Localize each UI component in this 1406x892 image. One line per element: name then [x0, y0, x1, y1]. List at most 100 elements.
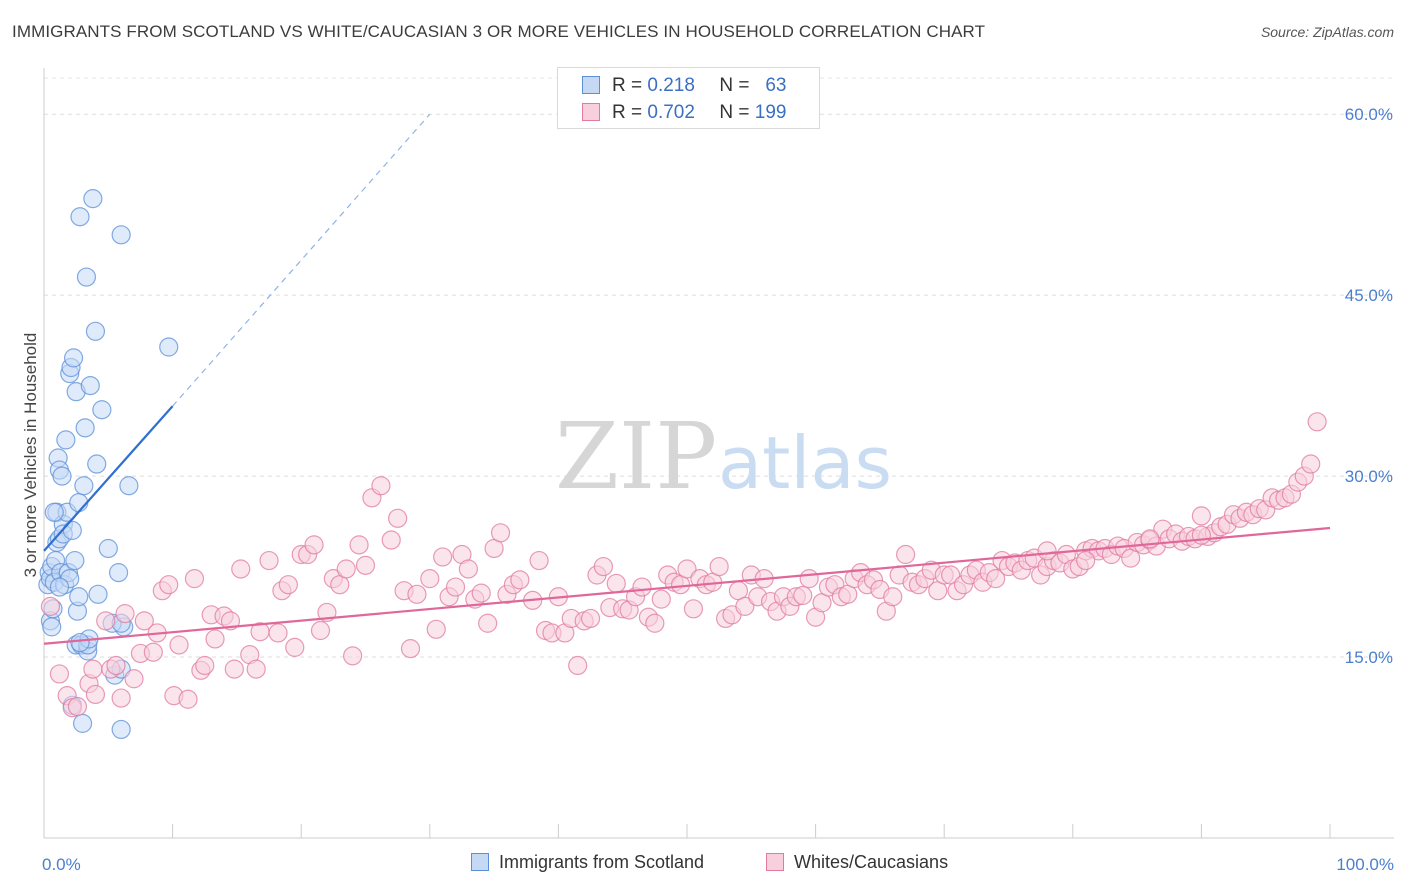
data-point — [259, 550, 279, 571]
data-point — [490, 523, 511, 543]
watermark-atlas: atlas — [718, 421, 892, 505]
data-point — [1037, 541, 1057, 561]
data-point — [111, 225, 131, 245]
data-point — [75, 418, 95, 438]
legend-n-value: 199 — [754, 102, 787, 123]
data-point — [205, 629, 225, 649]
data-point — [83, 659, 103, 679]
data-point — [986, 569, 1006, 589]
x-tick-label-end: 100.0% — [1336, 855, 1394, 874]
data-point — [49, 577, 70, 597]
data-point — [278, 575, 298, 595]
data-point — [56, 430, 76, 450]
data-point — [285, 637, 305, 657]
trend-line-scotland — [43, 405, 174, 552]
bottom-legend-swatch-whites — [766, 853, 784, 871]
data-point — [381, 530, 401, 550]
watermark: ZIP atlas — [555, 403, 892, 510]
data-point — [98, 538, 118, 559]
data-point — [184, 569, 205, 589]
data-point — [220, 611, 241, 631]
data-point — [433, 547, 453, 567]
data-point — [52, 466, 72, 486]
legend-r-label: R = — [612, 102, 643, 123]
data-point — [677, 559, 697, 579]
data-point — [883, 587, 903, 607]
data-point — [70, 632, 90, 653]
data-point — [67, 696, 88, 717]
data-point — [343, 646, 363, 666]
data-point — [115, 604, 135, 624]
data-point — [1301, 454, 1321, 474]
data-point — [44, 502, 64, 522]
data-point — [593, 556, 614, 577]
bottom-legend-label-scotland: Immigrants from Scotland — [499, 852, 705, 872]
data-point — [134, 611, 154, 631]
data-point — [124, 669, 144, 689]
axes — [43, 68, 1394, 839]
data-point — [580, 608, 601, 629]
legend-r-value: 0.702 — [647, 102, 695, 123]
data-point — [471, 583, 491, 603]
data-point — [310, 620, 331, 641]
data-point — [87, 454, 107, 474]
x-tick-label-start: 0.0% — [42, 855, 81, 874]
data-point — [40, 596, 61, 616]
data-point — [426, 619, 446, 639]
data-point — [407, 584, 427, 604]
trend-line-whites — [43, 526, 1331, 645]
y-tick-label: 15.0% — [1345, 648, 1393, 667]
data-point — [178, 689, 198, 709]
data-point — [349, 535, 369, 555]
legend-swatch-scotland — [582, 76, 600, 94]
data-point — [72, 713, 93, 733]
data-point — [420, 569, 440, 589]
data-point — [268, 623, 288, 643]
y-tick-label: 30.0% — [1345, 467, 1393, 486]
legend-n-label: N = — [719, 75, 750, 96]
data-point — [793, 585, 813, 606]
y-axis-label: 3 or more Vehicles in Household — [21, 333, 40, 578]
bottom-legend-whites: Whites/Caucasians — [766, 852, 948, 873]
data-point — [80, 376, 100, 396]
data-point — [510, 570, 530, 590]
watermark-zip: ZIP — [555, 403, 717, 510]
data-point — [111, 719, 131, 740]
trend-line-scotland-extension — [172, 113, 431, 407]
y-tick-label: 60.0% — [1345, 105, 1393, 124]
tick-labels: 15.0% 30.0% 45.0% 60.0% 0.0% 100.0% — [42, 105, 1394, 874]
data-point — [529, 550, 549, 571]
data-point — [63, 348, 84, 368]
data-point — [74, 476, 94, 496]
data-point — [83, 189, 103, 209]
bottom-legend-swatch-scotland — [471, 853, 489, 871]
trend-lines — [43, 113, 1331, 645]
data-point — [304, 535, 324, 555]
data-point — [85, 321, 106, 341]
legend-r-value: 0.218 — [647, 75, 695, 96]
data-point — [1191, 525, 1212, 545]
data-point — [85, 684, 106, 705]
data-point — [69, 493, 89, 513]
bottom-legend-scotland: Immigrants from Scotland — [471, 852, 704, 873]
data-point — [70, 207, 90, 227]
data-point — [445, 577, 466, 597]
data-point — [224, 659, 244, 679]
data-point — [1307, 412, 1327, 432]
y-tick-label: 45.0% — [1345, 286, 1393, 305]
data-point — [111, 688, 131, 708]
chart-title: IMMIGRANTS FROM SCOTLAND VS WHITE/CAUCAS… — [12, 22, 986, 41]
data-point — [709, 556, 729, 577]
data-point — [62, 520, 82, 540]
bottom-legend-label-whites: Whites/Caucasians — [794, 852, 949, 872]
data-point — [76, 267, 97, 287]
data-point — [108, 563, 129, 583]
data-point — [355, 555, 376, 575]
data-point — [478, 613, 498, 633]
data-point — [371, 476, 391, 496]
data-point — [195, 655, 215, 676]
legend-row-whites: R = 0.702 N = 199 — [582, 102, 786, 128]
data-point — [92, 400, 112, 420]
data-point — [246, 659, 266, 679]
